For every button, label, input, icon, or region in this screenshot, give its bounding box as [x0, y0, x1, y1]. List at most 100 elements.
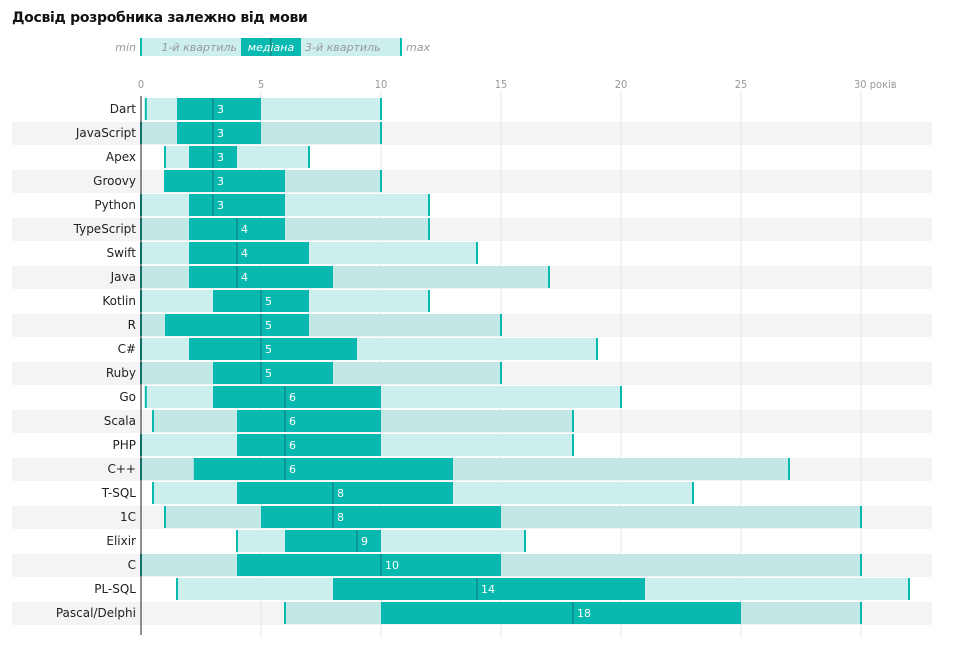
min-cap: [164, 170, 166, 192]
iqr-box: [189, 194, 285, 216]
category-label: JavaScript: [75, 126, 136, 140]
iqr-box: [333, 578, 645, 600]
median-value-label: 5: [265, 319, 272, 332]
max-cap: [692, 482, 694, 504]
box-row: 4 Swift: [107, 242, 478, 264]
median-line: [260, 338, 262, 360]
max-cap: [860, 602, 862, 624]
category-label: Dart: [110, 102, 137, 116]
legend-min-label: min: [115, 41, 136, 54]
max-cap: [860, 554, 862, 576]
box-row: 6 PHP: [113, 434, 574, 456]
min-cap: [236, 530, 238, 552]
chart-title: Досвід розробника залежно від мови: [12, 10, 308, 26]
max-cap: [380, 98, 382, 120]
median-value-label: 3: [217, 199, 224, 212]
median-value-label: 18: [577, 607, 591, 620]
category-label: Java: [110, 270, 136, 284]
x-tick-label: 25: [735, 78, 748, 91]
max-cap: [380, 170, 382, 192]
median-line: [284, 458, 286, 480]
median-line: [380, 554, 382, 576]
median-value-label: 3: [217, 127, 224, 140]
category-label: Elixir: [106, 534, 136, 548]
median-line: [260, 362, 262, 384]
box-row: 3 Dart: [110, 98, 382, 120]
median-value-label: 6: [289, 463, 296, 476]
category-label: Swift: [107, 246, 137, 260]
category-label: R: [128, 318, 136, 332]
iqr-box: [189, 242, 309, 264]
max-cap: [908, 578, 910, 600]
box-row: 3 Apex: [106, 146, 310, 168]
box-row: 6 C++: [108, 458, 790, 480]
category-label: 1C: [120, 510, 136, 524]
median-line: [236, 266, 238, 288]
max-cap: [572, 434, 574, 456]
box-row: 8 T-SQL: [101, 482, 694, 504]
max-cap: [548, 266, 550, 288]
x-tick-label: 5: [258, 78, 264, 91]
max-cap: [500, 314, 502, 336]
legend-median-label: медіана: [248, 41, 295, 54]
legend-whisker-low: [141, 38, 241, 56]
median-line: [332, 506, 334, 528]
median-line: [572, 602, 574, 624]
median-value-label: 6: [289, 391, 296, 404]
median-value-label: 9: [361, 535, 368, 548]
median-value-label: 3: [217, 103, 224, 116]
legend-median-line: [270, 38, 272, 56]
legend-min-cap: [140, 38, 142, 56]
median-line: [284, 386, 286, 408]
category-label: Groovy: [93, 174, 136, 188]
iqr-box: [261, 506, 501, 528]
legend-q3-label: 3-й квартиль: [305, 41, 381, 54]
iqr-box: [193, 458, 454, 480]
max-cap: [596, 338, 598, 360]
category-label: PHP: [113, 438, 137, 452]
max-cap: [428, 218, 430, 240]
median-line: [356, 530, 358, 552]
median-value-label: 5: [265, 367, 272, 380]
max-cap: [476, 242, 478, 264]
category-label: TypeScript: [73, 222, 137, 236]
max-cap: [308, 146, 310, 168]
category-label: C++: [108, 462, 137, 476]
iqr-box: [213, 386, 381, 408]
max-cap: [620, 386, 622, 408]
median-value-label: 3: [217, 151, 224, 164]
legend-q1-label: 1-й квартиль: [161, 41, 237, 54]
box-row: 9 Elixir: [106, 530, 526, 552]
median-line: [332, 482, 334, 504]
median-line: [284, 434, 286, 456]
max-cap: [380, 122, 382, 144]
iqr-box: [165, 170, 285, 192]
max-cap: [428, 290, 430, 312]
iqr-box: [237, 554, 501, 576]
category-label: C#: [118, 342, 136, 356]
x-tick-label: 10: [375, 78, 388, 91]
median-line: [212, 122, 214, 144]
max-cap: [572, 410, 574, 432]
category-label: Ruby: [106, 366, 136, 380]
median-value-label: 6: [289, 415, 296, 428]
box-row: 5 Ruby: [106, 362, 502, 384]
median-line: [212, 98, 214, 120]
min-cap: [176, 578, 178, 600]
median-value-label: 8: [337, 487, 344, 500]
x-tick-label: 20: [615, 78, 628, 91]
median-value-label: 4: [241, 247, 248, 260]
category-label: C: [128, 558, 136, 572]
median-line: [284, 410, 286, 432]
box-row: 6 Scala: [104, 410, 574, 432]
box-row: 10 C: [128, 554, 862, 576]
iqr-box: [189, 338, 357, 360]
iqr-box: [237, 434, 381, 456]
legend-max-label: max: [406, 41, 430, 54]
box-row: 3 Python: [94, 194, 430, 216]
box-row: 3 Groovy: [93, 170, 382, 192]
median-value-label: 5: [265, 295, 272, 308]
box-row: 8 1C: [120, 506, 862, 528]
min-cap: [152, 410, 154, 432]
median-value-label: 10: [385, 559, 399, 572]
